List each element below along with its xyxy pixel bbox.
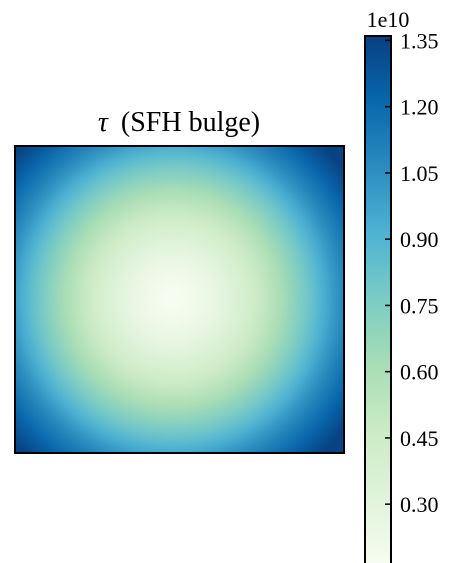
- colorbar-multiplier: 1e10: [367, 7, 410, 32]
- colorbar-tick-label: 1.20: [400, 95, 439, 120]
- heatmap-panel: [14, 145, 345, 454]
- colorbar-tick-label: 1.05: [400, 161, 439, 186]
- heatmap-frame: [14, 145, 345, 454]
- colorbar-tick-label: 0.45: [400, 426, 439, 451]
- colorbar-gradient: [365, 36, 391, 563]
- colorbar-tick-label: 1.35: [400, 28, 439, 53]
- colorbar: 1e10 0.30 0.45 0.60 0.75 0.90 1.05 1.20 1.35: [364, 7, 439, 563]
- colorbar-tick-label: 0.60: [400, 360, 439, 385]
- chart-title-symbol: τ: [98, 107, 109, 138]
- chart-title: τ (SFH bulge): [98, 107, 260, 138]
- colorbar-tick-label: 0.90: [400, 227, 439, 252]
- colorbar-tick-label: 0.75: [400, 293, 439, 318]
- heatmap-field: [15, 146, 344, 453]
- colorbar-tick-label: 0.30: [400, 492, 439, 517]
- colorbar-frame: [364, 35, 392, 563]
- chart-title-text: (SFH bulge): [121, 107, 260, 138]
